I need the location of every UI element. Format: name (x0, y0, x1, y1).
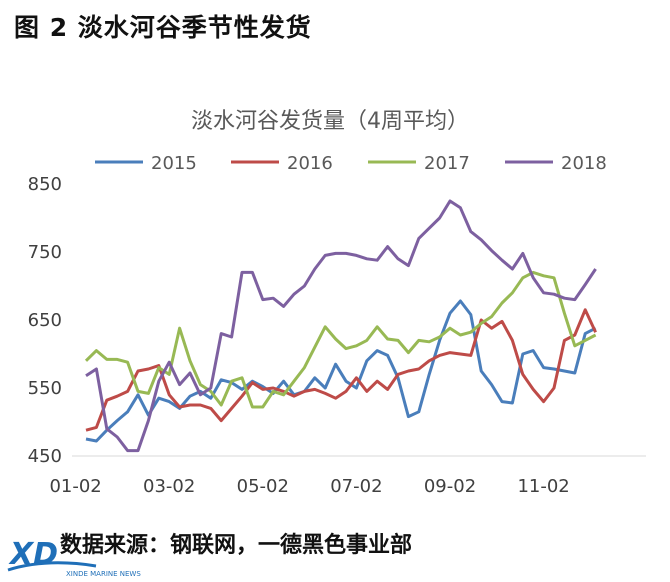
data-source-note: 数据来源：钢联网，一德黑色事业部 (60, 533, 413, 558)
x-tick-label: 01-02 (49, 476, 101, 497)
series-lines (84, 199, 597, 453)
x-tick-label: 03-02 (143, 476, 195, 497)
x-tick-label: 11-02 (517, 476, 569, 497)
y-tick-label: 650 (28, 310, 62, 331)
legend: 2015 2016 2017 2018 (95, 153, 607, 174)
watermark-logo: XD XINDE MARINE NEWS (7, 537, 141, 578)
series-line-2017 (84, 270, 597, 409)
svg-text:XINDE MARINE NEWS: XINDE MARINE NEWS (66, 570, 141, 578)
x-tick-label: 07-02 (330, 476, 382, 497)
series-line-2018 (85, 199, 597, 453)
x-tick-label: 05-02 (237, 476, 289, 497)
y-axis-ticks: 450 550 650 750 850 (28, 174, 62, 467)
y-tick-label: 850 (28, 174, 62, 195)
legend-label-2016: 2016 (287, 153, 333, 174)
y-tick-label: 750 (28, 242, 62, 263)
series-line-2016 (85, 308, 597, 432)
x-axis-ticks: 01-02 03-02 05-02 07-02 09-02 11-02 (49, 476, 569, 497)
legend-label-2018: 2018 (561, 153, 607, 174)
x-tick-label: 09-02 (424, 476, 476, 497)
chart-title: 淡水河谷发货量（4周平均） (191, 109, 469, 134)
figure-title: 图 2 淡水河谷季节性发货 (14, 13, 312, 42)
y-tick-label: 550 (28, 378, 62, 399)
line-chart: 淡水河谷发货量（4周平均） 2015 2016 2017 2018 450 550… (28, 109, 646, 497)
legend-label-2015: 2015 (151, 153, 197, 174)
series-line-2015 (85, 299, 597, 443)
legend-label-2017: 2017 (424, 153, 470, 174)
y-tick-label: 450 (28, 446, 62, 467)
